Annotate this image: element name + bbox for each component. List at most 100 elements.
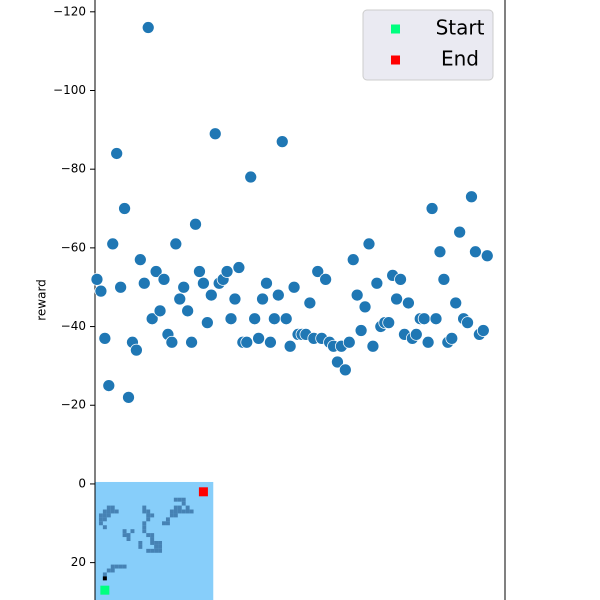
map-agent bbox=[102, 576, 107, 581]
scatter-point bbox=[445, 331, 459, 345]
map-wall bbox=[114, 509, 119, 514]
scatter-point bbox=[130, 343, 143, 357]
y-tick-label: −100 bbox=[53, 83, 86, 97]
map-wall bbox=[110, 564, 115, 569]
scatter-point bbox=[110, 147, 124, 160]
scatter-point bbox=[153, 304, 167, 318]
y-tick-label: −60 bbox=[61, 240, 86, 254]
scatter-point bbox=[102, 379, 116, 392]
map-wall bbox=[106, 505, 111, 510]
scatter-point bbox=[366, 339, 380, 353]
scatter-point bbox=[311, 265, 325, 278]
scatter-point bbox=[461, 316, 474, 329]
scatter-point bbox=[287, 280, 301, 294]
scatter-point bbox=[244, 170, 258, 184]
map-wall bbox=[173, 509, 178, 514]
map-wall bbox=[150, 537, 155, 541]
scatter-point bbox=[469, 245, 482, 259]
scatter-point bbox=[362, 237, 376, 251]
scatter-point bbox=[437, 272, 451, 286]
legend-label: End bbox=[441, 47, 479, 71]
map-wall bbox=[169, 513, 174, 518]
map-wall bbox=[142, 505, 147, 510]
scatter-point bbox=[165, 335, 179, 349]
map-wall bbox=[122, 564, 127, 569]
map-wall bbox=[138, 544, 143, 549]
scatter-point bbox=[409, 328, 423, 341]
map-wall bbox=[169, 509, 174, 514]
scatter-point bbox=[200, 316, 214, 329]
scatter-point bbox=[133, 253, 147, 267]
map-wall bbox=[158, 540, 163, 545]
map-wall bbox=[173, 513, 178, 518]
scatter-point bbox=[177, 280, 191, 294]
y-tick-label: −120 bbox=[53, 4, 86, 18]
scatter-point bbox=[181, 304, 195, 318]
map-wall bbox=[162, 521, 166, 526]
legend-swatch bbox=[391, 55, 400, 65]
scatter-point bbox=[98, 331, 112, 345]
scatter-point bbox=[145, 312, 159, 326]
map-wall bbox=[110, 505, 115, 510]
map-wall bbox=[102, 525, 107, 530]
scatter-point bbox=[141, 21, 155, 34]
map-wall bbox=[185, 505, 190, 510]
marker-start bbox=[100, 585, 110, 595]
legend-label: Start bbox=[436, 16, 485, 40]
map-wall bbox=[122, 529, 127, 534]
scatter-point bbox=[208, 127, 222, 141]
scatter-point bbox=[402, 296, 415, 310]
scatter-point bbox=[283, 339, 297, 353]
map-wall bbox=[106, 509, 111, 514]
y-tick-label: 20 bbox=[71, 555, 86, 569]
scatter-point bbox=[173, 292, 187, 306]
map-wall bbox=[130, 529, 135, 534]
scatter-point bbox=[476, 324, 490, 337]
scatter-point bbox=[248, 312, 262, 326]
map-wall bbox=[122, 533, 127, 538]
scatter-point bbox=[114, 280, 127, 294]
map-wall bbox=[142, 529, 147, 534]
map-wall bbox=[138, 540, 143, 545]
scatter-point bbox=[425, 202, 439, 215]
scatter-point bbox=[417, 312, 431, 326]
map-wall bbox=[146, 517, 151, 522]
scatter-point bbox=[149, 265, 163, 278]
scatter-point bbox=[394, 272, 407, 286]
scatter-point bbox=[157, 272, 171, 286]
y-tick-label: −80 bbox=[61, 162, 86, 176]
y-axis-label: reward bbox=[35, 279, 49, 321]
map-wall bbox=[142, 521, 147, 526]
map-wall bbox=[106, 513, 111, 518]
map-wall bbox=[146, 548, 151, 553]
map-wall bbox=[150, 513, 155, 518]
scatter-point bbox=[390, 292, 403, 306]
map-wall bbox=[173, 497, 178, 502]
map-wall bbox=[150, 533, 155, 538]
map-wall bbox=[118, 564, 123, 569]
scatter-point bbox=[303, 296, 317, 310]
map-wall bbox=[102, 572, 107, 577]
map-wall bbox=[173, 505, 178, 510]
map-wall bbox=[158, 548, 163, 553]
scatter-point bbox=[264, 335, 277, 349]
map-wall bbox=[158, 544, 163, 549]
map-wall bbox=[185, 509, 190, 514]
scatter-point bbox=[331, 355, 344, 369]
scatter-point bbox=[354, 324, 368, 337]
y-tick-label: −40 bbox=[61, 319, 86, 333]
scatter-point bbox=[94, 284, 108, 298]
map-wall bbox=[114, 564, 119, 569]
scatter-point bbox=[382, 316, 396, 329]
scatter-point bbox=[197, 276, 210, 290]
scatter-point bbox=[252, 331, 265, 345]
scatter-point bbox=[350, 288, 364, 302]
marker-end bbox=[198, 487, 208, 497]
scatter-point bbox=[137, 276, 151, 290]
scatter-point bbox=[342, 335, 356, 349]
scatter-point bbox=[224, 312, 238, 326]
scatter-point bbox=[169, 237, 183, 251]
scatter-point bbox=[228, 292, 242, 306]
map-wall bbox=[102, 509, 107, 514]
scatter-point bbox=[480, 249, 494, 263]
